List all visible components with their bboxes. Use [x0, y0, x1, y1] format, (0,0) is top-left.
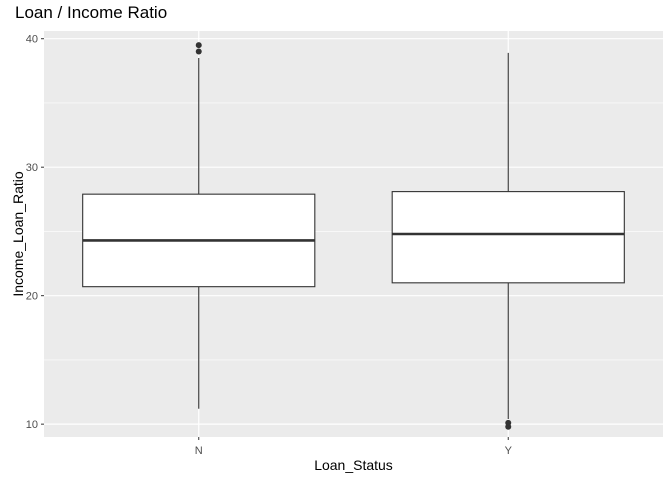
y-axis-title: Income_Loan_Ratio: [10, 171, 26, 297]
y-tick-label: 30: [26, 162, 38, 174]
box-body: [391, 191, 625, 284]
outlier-point: [195, 42, 202, 49]
y-axis: 10 20 30 40: [26, 34, 44, 431]
boxes-layer: [82, 42, 625, 430]
x-tick-label: Y: [505, 445, 513, 457]
outlier-point: [195, 48, 202, 55]
y-tick-label: 40: [26, 34, 38, 46]
box-N: [82, 42, 316, 409]
outlier-point: [505, 419, 512, 426]
x-tick-label: N: [195, 445, 203, 457]
chart-title: Loan / Income Ratio: [15, 3, 168, 22]
y-tick-label: 10: [26, 419, 38, 431]
y-tick-label: 20: [26, 291, 38, 303]
box-Y: [391, 52, 625, 430]
x-axis-title: Loan_Status: [314, 457, 393, 473]
